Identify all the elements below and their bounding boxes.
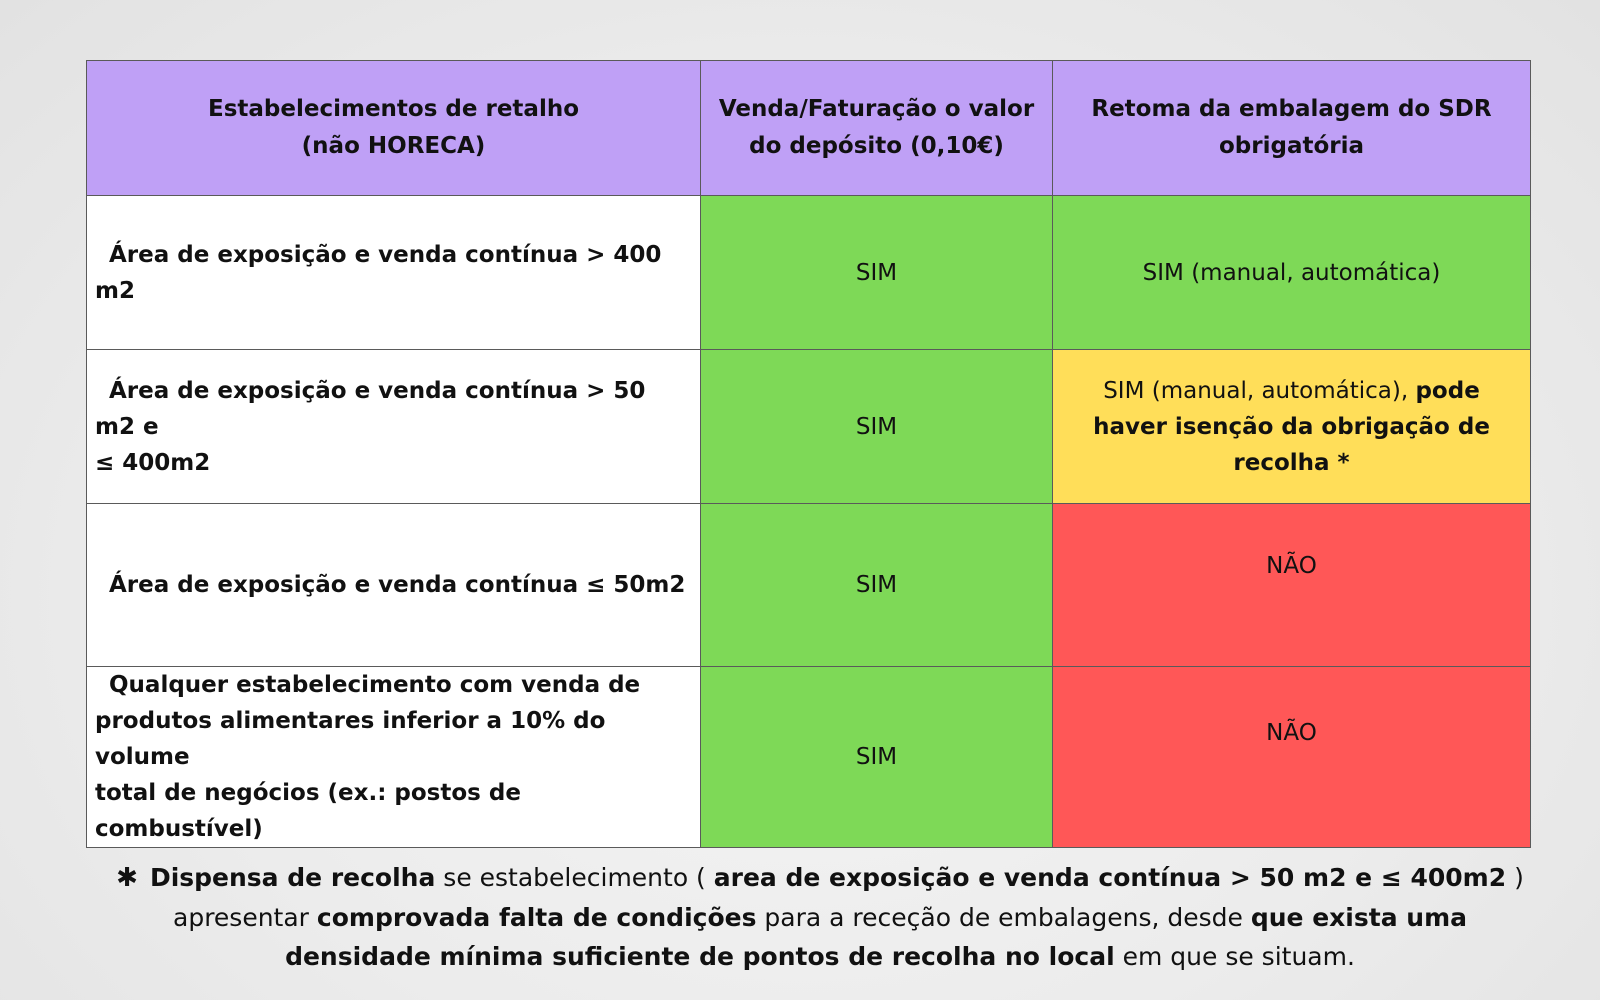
footnote-text-6: para a receção de embalagens, desde [756,903,1251,932]
row-label-line2: ≤ 400m2 [95,449,211,476]
footnote-text-4: ) apresentar [173,863,1524,932]
header-sale-line2: do depósito (0,10€) [749,133,1004,159]
table-header-row: Estabelecimentos de retalho (não HORECA)… [86,60,1531,196]
header-establishments: Estabelecimentos de retalho (não HORECA) [86,60,701,196]
row-label: Área de exposição e venda contínua ≤ 50m… [86,503,701,667]
row-label-text: Área de exposição e venda contínua > 400… [95,241,662,304]
row-label: Área de exposição e venda contínua > 400… [86,195,701,350]
table-row: Área de exposição e venda contínua ≤ 50m… [86,503,1531,667]
footnote-text-8: em que se situam. [1114,942,1355,971]
return-cell-text: NÃO [1266,553,1317,579]
footnote-text-2: se estabelecimento ( [435,863,714,892]
row-label-line1: Qualquer estabelecimento com venda de [109,672,641,698]
return-exemption-text: pode haver isenção da obrigação de recol… [1093,377,1490,476]
sale-cell: SIM [700,503,1053,667]
sdr-table-container: Estabelecimentos de retalho (não HORECA)… [86,60,1531,848]
table-row: Qualquer estabelecimento com venda de pr… [86,666,1531,848]
footnote-bold-5: comprovada falta de condições [316,903,757,932]
header-packaging-return: Retoma da embalagem do SDR obrigatória [1052,60,1531,196]
row-label: Área de exposição e venda contínua > 50 … [86,349,701,504]
header-sale-line1: Venda/Faturação o valor [718,96,1035,122]
row-label-line3: total de negócios (ex.: postos de combus… [95,780,521,842]
return-cell: SIM (manual, automática) [1052,195,1531,350]
sdr-obligations-table: Estabelecimentos de retalho (não HORECA)… [86,60,1531,848]
return-cell: NÃO [1052,666,1531,848]
sale-cell: SIM [700,195,1053,350]
footnote-bold-7: que exista uma densidade mínima suficien… [285,903,1467,971]
sale-cell: SIM [700,349,1053,504]
header-sale-deposit: Venda/Faturação o valor do depósito (0,1… [700,60,1053,196]
footnote-bold-1: Dispensa de recolha [149,863,436,892]
row-label-text: Área de exposição e venda contínua ≤ 50m… [109,572,686,598]
header-return-line1: Retoma da embalagem do SDR [1091,96,1492,122]
header-return-line2: obrigatória [1218,133,1365,159]
return-cell: NÃO [1052,503,1531,667]
row-label: Qualquer estabelecimento com venda de pr… [86,666,701,848]
footnote: ✱ Dispensa de recolha se estabelecimento … [100,858,1540,976]
table-row: Área de exposição e venda contínua > 50 … [86,349,1531,504]
return-cell-text: NÃO [1266,720,1317,746]
header-establishments-line1: Estabelecimentos de retalho [208,96,579,122]
header-establishments-line2: (não HORECA) [301,133,486,159]
asterisk-icon: ✱ [116,863,138,893]
row-label-line2: produtos alimentares inferior a 10% do v… [95,708,606,770]
table-row: Área de exposição e venda contínua > 400… [86,195,1531,350]
sale-cell: SIM [700,666,1053,848]
row-label-line1: Área de exposição e venda contínua > 50 … [95,377,646,440]
return-plain-text: SIM (manual, automática), [1103,377,1409,404]
return-cell: SIM (manual, automática), pode haver ise… [1052,349,1531,504]
footnote-bold-3: area de exposição e venda contínua > 50 … [713,863,1507,892]
